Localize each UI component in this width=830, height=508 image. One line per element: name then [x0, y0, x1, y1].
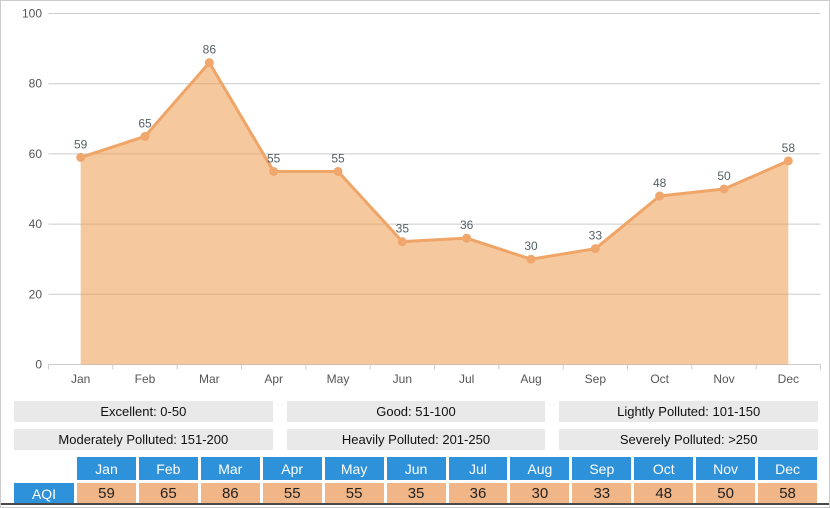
- table-aqi-value: 36: [448, 483, 508, 504]
- data-point: [719, 184, 729, 194]
- x-axis: [48, 364, 821, 370]
- y-tick-label: 40: [29, 217, 43, 231]
- table-aqi-value: 48: [634, 483, 694, 504]
- y-axis-labels: 0 20 40 60 80 100: [22, 7, 42, 372]
- table-aqi-value: 86: [200, 483, 260, 504]
- value-labels: 59 65 86 55 55 35 36 30 33 48 50 58: [74, 43, 795, 254]
- table-month-header: May: [324, 457, 384, 480]
- legend-item-heavily-polluted: Heavily Polluted: 201-250: [286, 429, 546, 450]
- table-month-header: Nov: [696, 457, 756, 480]
- y-tick-label: 20: [29, 287, 43, 301]
- table-month-header: Feb: [138, 457, 198, 480]
- table-aqi-value: 65: [138, 483, 198, 504]
- table-month-header: Jul: [448, 457, 508, 480]
- x-tick-label: Jun: [393, 372, 412, 386]
- bottom-divider: [1, 503, 829, 505]
- data-point: [526, 254, 536, 264]
- y-tick-label: 100: [22, 7, 42, 21]
- data-points: [76, 58, 793, 264]
- table-row-label: AQI: [14, 483, 74, 504]
- data-point: [140, 131, 150, 141]
- data-point: [204, 58, 214, 68]
- x-tick-label: Sep: [585, 372, 607, 386]
- value-label: 58: [782, 141, 796, 155]
- table-aqi-value: 58: [758, 483, 817, 504]
- x-tick-label: Nov: [713, 372, 734, 386]
- x-tick-label: Jul: [459, 372, 474, 386]
- series-line: [79, 61, 790, 261]
- table-aqi-value: 55: [262, 483, 322, 504]
- legend-item-lightly-polluted: Lightly Polluted: 101-150: [559, 401, 818, 422]
- y-tick-label: 0: [35, 358, 42, 372]
- data-point: [783, 156, 793, 166]
- value-label: 36: [460, 218, 474, 232]
- value-label: 86: [203, 43, 217, 57]
- x-tick-label: Feb: [135, 372, 156, 386]
- x-tick-label: Oct: [650, 372, 669, 386]
- x-tick-label: Mar: [199, 372, 220, 386]
- table-month-header: Dec: [758, 457, 817, 480]
- table-aqi-value: 30: [510, 483, 570, 504]
- x-tick-label: Dec: [778, 372, 799, 386]
- value-label: 30: [524, 239, 538, 253]
- value-label: 50: [717, 169, 731, 183]
- data-point: [397, 237, 407, 247]
- table-aqi-value: 55: [324, 483, 384, 504]
- value-label: 59: [74, 137, 88, 151]
- data-point: [655, 191, 665, 201]
- table-month-header: Mar: [200, 457, 260, 480]
- x-axis-labels: Jan Feb Mar Apr May Jun Jul Aug Sep Oct Nov Dec: [71, 372, 799, 386]
- table-month-header: Jun: [386, 457, 446, 480]
- value-label: 55: [267, 151, 281, 165]
- x-tick-label: May: [327, 372, 350, 386]
- table-aqi-value: 59: [77, 483, 136, 504]
- data-point: [462, 233, 472, 243]
- table-month-header: Sep: [572, 457, 632, 480]
- data-point: [590, 244, 600, 254]
- data-point: [269, 166, 279, 176]
- table-month-header: Apr: [262, 457, 322, 480]
- y-tick-label: 80: [29, 77, 43, 91]
- table-month-header: Oct: [634, 457, 694, 480]
- table-aqi-value: 50: [696, 483, 756, 504]
- area-fill: [80, 62, 789, 365]
- x-tick-label: Aug: [520, 372, 541, 386]
- value-label: 33: [589, 229, 603, 243]
- aqi-area-chart: 0 20 40 60 80 100 Jan Feb Mar Apr May Jun Jul Aug Sep O…: [22, 7, 821, 386]
- data-point: [333, 166, 343, 176]
- table-aqi-value: 33: [572, 483, 632, 504]
- legend-item-excellent: Excellent: 0-50: [14, 401, 273, 422]
- table-month-header: Aug: [510, 457, 570, 480]
- table-corner-cell: [14, 457, 74, 480]
- value-label: 48: [653, 176, 667, 190]
- x-tick-label: Jan: [71, 372, 90, 386]
- x-tick-label: Apr: [264, 372, 283, 386]
- legend-item-good: Good: 51-100: [286, 401, 546, 422]
- value-label: 55: [331, 151, 345, 165]
- data-point: [76, 152, 86, 162]
- table-month-header: Jan: [77, 457, 136, 480]
- value-label: 65: [138, 116, 152, 130]
- legend-item-severely-polluted: Severely Polluted: >250: [559, 429, 818, 450]
- y-tick-label: 60: [29, 147, 43, 161]
- legend-item-moderately-polluted: Moderately Polluted: 151-200: [14, 429, 273, 450]
- aqi-table: Jan Feb Mar Apr May Jun Jul Aug Sep Oct Nov Dec AQI 5…: [14, 457, 817, 504]
- table-aqi-value: 35: [386, 483, 446, 504]
- value-label: 35: [396, 222, 410, 236]
- aqi-legend: Excellent: 0-50 Good: 51-100 Lightly Pol…: [14, 401, 818, 450]
